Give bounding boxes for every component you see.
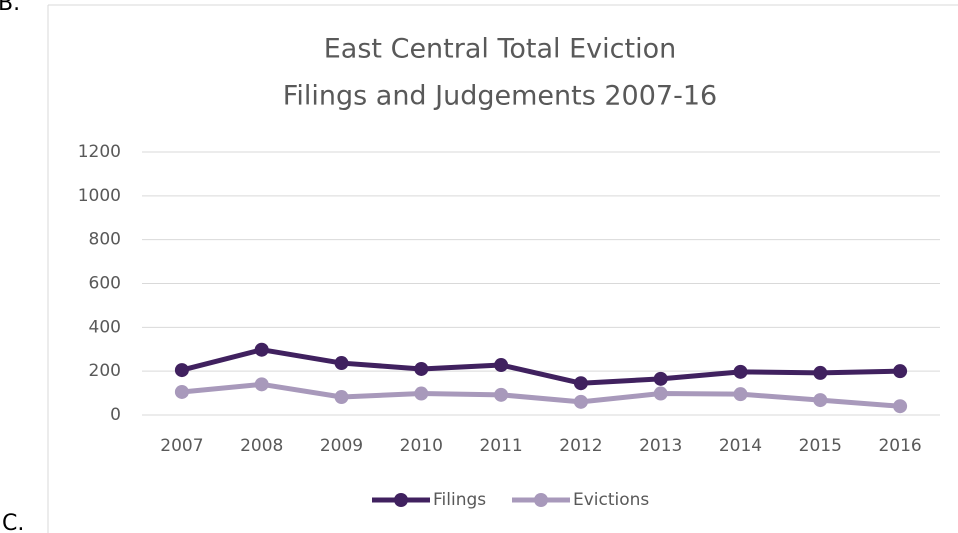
- chart-title: East Central Total Eviction: [324, 34, 676, 65]
- x-tick-label: 2008: [240, 436, 283, 456]
- data-point: [174, 363, 189, 378]
- data-point: [334, 356, 349, 371]
- data-point: [733, 387, 748, 402]
- x-tick-label: 2010: [400, 436, 443, 456]
- data-point: [733, 364, 748, 379]
- data-point: [414, 386, 429, 401]
- data-point: [573, 376, 588, 391]
- x-tick-label: 2012: [559, 436, 602, 456]
- data-point: [174, 384, 189, 399]
- data-point: [813, 365, 828, 380]
- data-point: [494, 387, 509, 402]
- y-tick-label: 800: [89, 230, 121, 250]
- legend-swatch: [394, 493, 408, 507]
- data-point: [653, 371, 668, 386]
- legend-label: Filings: [433, 490, 486, 510]
- data-point: [414, 361, 429, 376]
- y-tick-label: 600: [89, 274, 121, 294]
- y-tick-label: 1200: [78, 142, 121, 162]
- x-tick-label: 2016: [878, 436, 921, 456]
- chart-title: Filings and Judgements 2007-16: [283, 81, 717, 112]
- data-point: [813, 393, 828, 408]
- data-point: [573, 394, 588, 409]
- series-line: [181, 347, 901, 386]
- x-tick-label: 2014: [719, 436, 762, 456]
- x-tick-label: 2011: [479, 436, 522, 456]
- section-label: C.: [2, 511, 24, 533]
- x-tick-label: 2015: [799, 436, 842, 456]
- x-tick-label: 2007: [160, 436, 203, 456]
- data-point: [653, 386, 668, 401]
- data-point: [893, 364, 908, 379]
- x-tick-label: 2013: [639, 436, 682, 456]
- data-point: [893, 399, 908, 414]
- y-tick-label: 0: [110, 405, 121, 425]
- y-tick-label: 200: [89, 361, 121, 381]
- legend-swatch: [534, 493, 548, 507]
- series-line: [181, 381, 901, 409]
- y-tick-label: 1000: [78, 186, 121, 206]
- data-point: [254, 377, 269, 392]
- section-label: B.: [0, 0, 20, 16]
- x-tick-label: 2009: [320, 436, 363, 456]
- data-point: [494, 358, 509, 373]
- y-tick-label: 400: [89, 317, 121, 337]
- data-point: [254, 342, 269, 357]
- data-point: [334, 390, 349, 405]
- legend-label: Evictions: [573, 490, 649, 510]
